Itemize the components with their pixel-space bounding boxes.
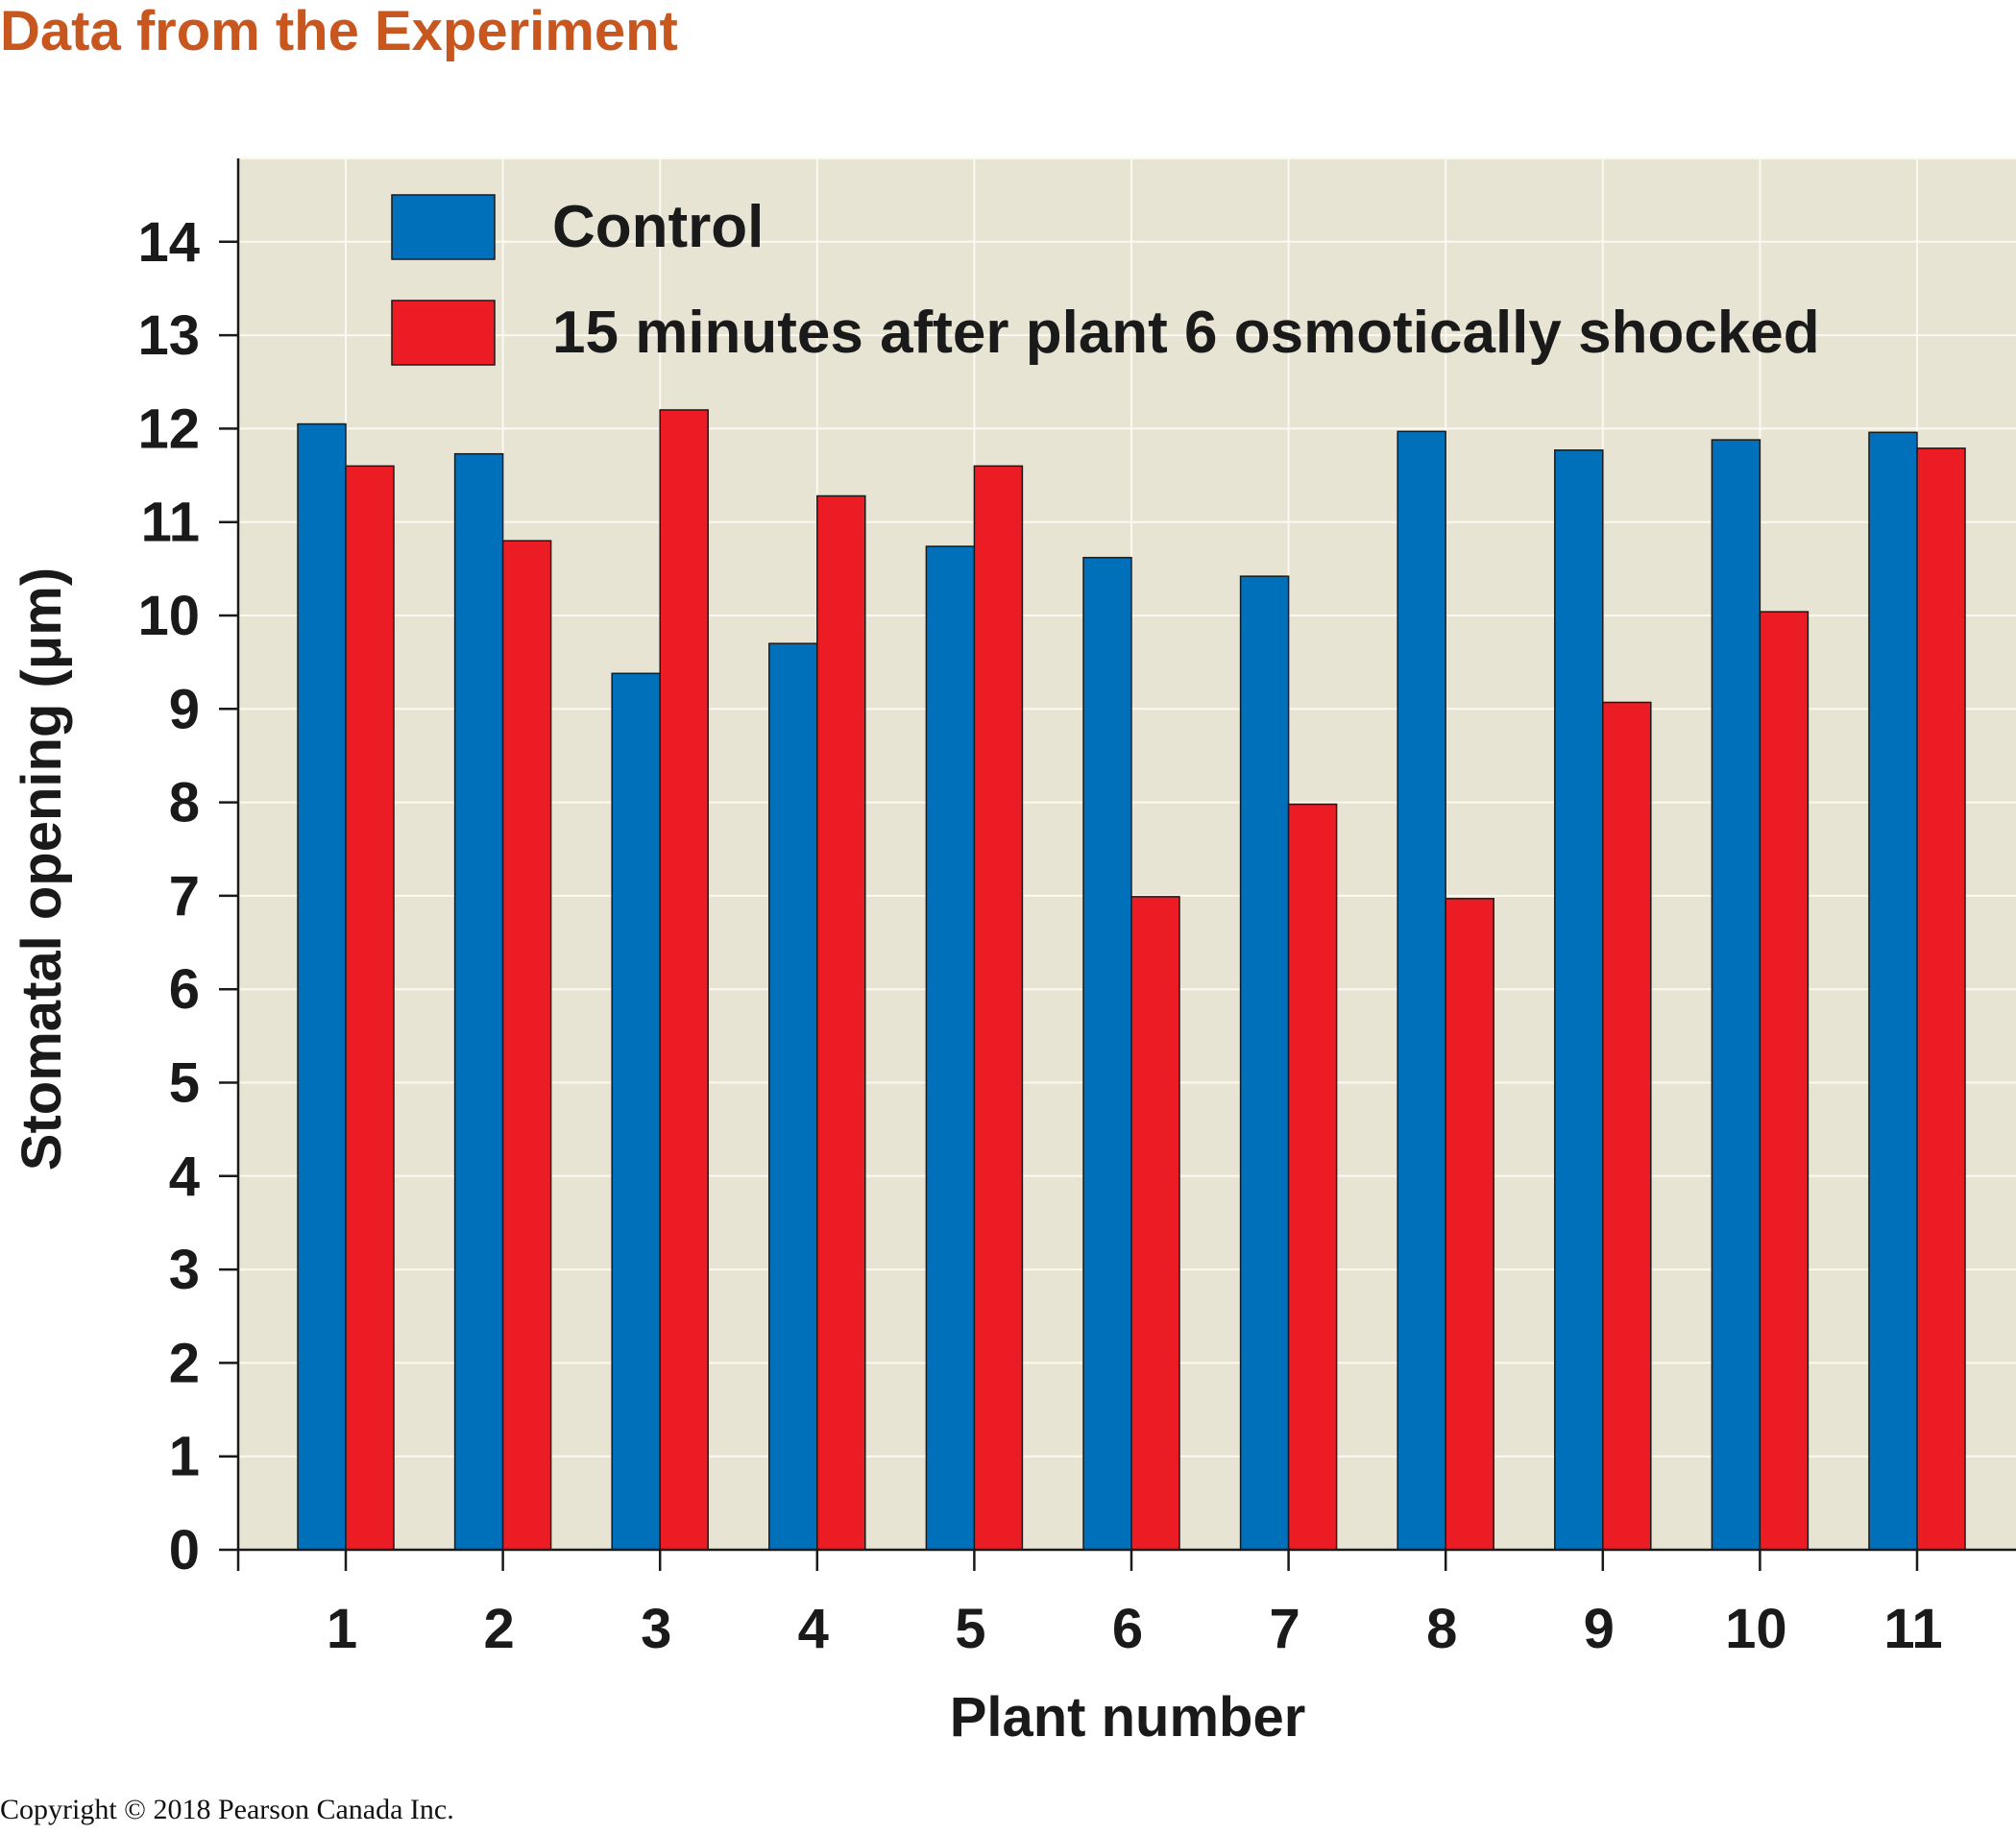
bar-shocked-9 (1602, 701, 1652, 1551)
bars (297, 409, 1966, 1551)
bar-control-2 (453, 452, 504, 1551)
x-tick-label: 9 (1584, 1598, 1615, 1660)
legend-label-control: Control (552, 194, 764, 260)
y-tick-label: 5 (169, 1052, 200, 1115)
y-tick-label: 0 (169, 1519, 200, 1581)
y-tick-label: 1 (169, 1426, 200, 1488)
bar-shocked-11 (1916, 447, 1966, 1551)
bar-shocked-10 (1759, 611, 1810, 1551)
x-tick-label: 2 (483, 1598, 514, 1660)
page-title: Data from the Experiment (0, 0, 678, 62)
x-tick-label: 6 (1112, 1598, 1143, 1660)
bar-control-11 (1868, 431, 1918, 1551)
legend-swatch-shocked (391, 300, 496, 366)
bar-shocked-1 (345, 465, 395, 1551)
y-tick-label: 10 (137, 585, 200, 647)
y-tick-label: 11 (141, 492, 200, 554)
bar-shocked-4 (816, 495, 866, 1551)
bar-control-4 (768, 642, 818, 1551)
x-tick-label: 5 (955, 1598, 985, 1660)
copyright-notice: Copyright © 2018 Pearson Canada Inc. (0, 1794, 454, 1825)
x-tick-label: 10 (1725, 1598, 1787, 1660)
y-tick-label: 13 (137, 304, 200, 367)
bar-control-3 (611, 672, 661, 1551)
y-tick-label: 8 (169, 772, 200, 834)
bar-control-1 (297, 422, 347, 1551)
legend-label-shocked: 15 minutes after plant 6 osmotically sho… (552, 300, 1820, 366)
bar-control-7 (1239, 575, 1290, 1551)
x-axis-title: Plant number (950, 1686, 1306, 1749)
y-axis-title: Stomatal opening (μm) (11, 567, 73, 1170)
bar-control-8 (1397, 430, 1446, 1551)
x-tick-label: 4 (798, 1598, 829, 1660)
legend: Control 15 minutes after plant 6 osmotica… (391, 194, 1820, 366)
x-tick-label: 7 (1269, 1598, 1299, 1660)
bar-shocked-5 (973, 465, 1024, 1551)
x-tick-label: 1 (327, 1598, 357, 1660)
x-tick-label: 3 (641, 1598, 671, 1660)
bar-shocked-8 (1445, 898, 1494, 1551)
y-tick-label: 2 (169, 1332, 200, 1394)
legend-swatch-control (391, 194, 496, 260)
bar-control-6 (1082, 556, 1132, 1551)
y-tick-label: 12 (137, 398, 200, 460)
bar-shocked-3 (659, 409, 709, 1551)
y-tick-label: 14 (137, 211, 200, 274)
x-tick-label: 8 (1426, 1598, 1457, 1660)
y-tick-label: 3 (169, 1239, 200, 1301)
y-tick-label: 4 (169, 1146, 200, 1208)
bar-control-5 (925, 545, 976, 1551)
bar-control-10 (1711, 439, 1761, 1551)
bar-control-9 (1554, 449, 1604, 1551)
y-tick-label: 9 (169, 678, 200, 740)
bar-shocked-2 (501, 540, 552, 1551)
bar-shocked-7 (1287, 803, 1338, 1551)
y-tick-label: 6 (169, 958, 200, 1021)
y-tick-label: 7 (169, 865, 200, 928)
bar-shocked-6 (1130, 896, 1180, 1551)
x-tick-label: 11 (1883, 1598, 1942, 1660)
